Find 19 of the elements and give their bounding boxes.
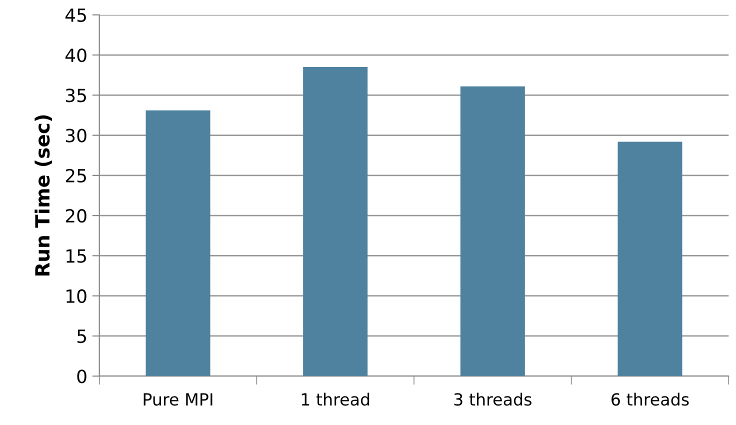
- bar: [146, 110, 210, 376]
- x-tick-label: Pure MPI: [144, 393, 212, 406]
- y-tick-label: 40: [65, 48, 86, 62]
- bar: [460, 86, 525, 376]
- y-tick-label: 35: [66, 88, 86, 102]
- y-tick-label: 25: [66, 168, 86, 183]
- x-tick-label: 3 threads: [454, 392, 532, 406]
- y-tick-label: 30: [66, 128, 86, 142]
- y-tick-label: 15: [66, 249, 86, 263]
- y-tick-label: 20: [66, 209, 86, 223]
- x-tick-label: 1 thread: [302, 392, 370, 406]
- y-tick-label: 10: [66, 289, 86, 303]
- y-tick-label: 45: [65, 8, 86, 22]
- bar: [303, 67, 368, 376]
- bar: [618, 142, 682, 376]
- y-tick-label: 0: [77, 370, 86, 384]
- y-axis-title: Run Time (sec): [34, 115, 52, 276]
- y-tick-label: 5: [77, 330, 86, 344]
- x-tick-label: 6 threads: [612, 392, 689, 406]
